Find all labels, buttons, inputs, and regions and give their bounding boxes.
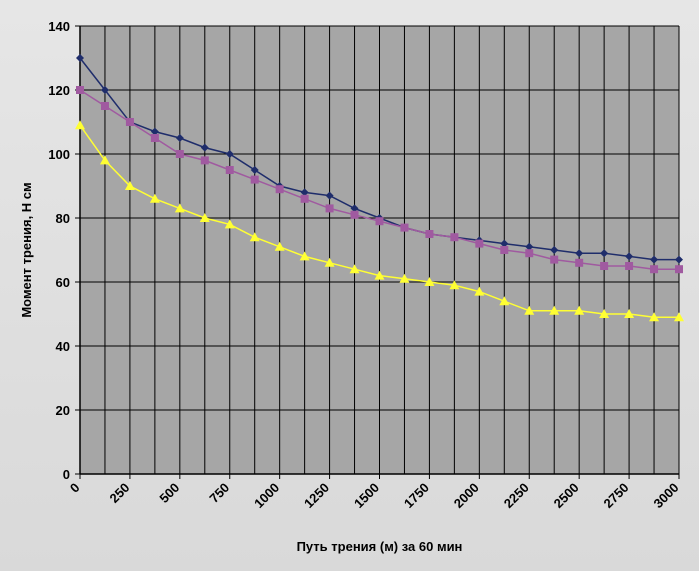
x-tick-label: 1250 xyxy=(301,480,332,511)
x-axis-title: Путь трения (м) за 60 мин xyxy=(297,539,463,554)
data-point xyxy=(325,191,334,200)
data-point xyxy=(574,305,585,315)
data-point xyxy=(149,193,160,203)
x-tick-label: 750 xyxy=(206,480,232,506)
data-point xyxy=(150,134,159,142)
data-point xyxy=(299,251,310,261)
data-point xyxy=(625,252,634,261)
data-point xyxy=(324,257,335,267)
data-point xyxy=(525,242,534,251)
data-point xyxy=(200,143,209,152)
x-tick-label: 2250 xyxy=(501,480,532,511)
x-tick-label: 250 xyxy=(107,480,133,506)
data-point xyxy=(400,223,409,232)
data-point xyxy=(300,194,309,203)
data-point xyxy=(624,309,635,318)
data-point xyxy=(75,120,85,130)
data-point xyxy=(275,185,284,194)
data-point xyxy=(250,175,259,184)
y-tick-label: 100 xyxy=(48,147,70,162)
data-point xyxy=(349,264,360,274)
y-tick-label: 20 xyxy=(56,403,70,418)
data-point xyxy=(450,233,459,242)
data-point xyxy=(674,312,684,322)
data-point xyxy=(224,219,235,229)
data-point xyxy=(425,230,434,238)
y-tick-label: 0 xyxy=(63,467,70,482)
data-point xyxy=(599,309,610,318)
data-point xyxy=(325,204,334,213)
data-point xyxy=(249,232,260,242)
data-point xyxy=(175,134,184,142)
data-point xyxy=(300,188,309,197)
data-point xyxy=(575,258,584,267)
data-point xyxy=(199,213,210,222)
data-point xyxy=(124,181,135,190)
x-tick-label: 1500 xyxy=(351,480,382,511)
series-layer xyxy=(75,54,684,322)
data-point xyxy=(100,102,109,110)
series-3 xyxy=(75,120,684,322)
y-tick-label: 140 xyxy=(48,19,70,34)
data-point xyxy=(500,246,509,254)
data-point xyxy=(600,249,609,258)
data-point xyxy=(500,239,509,248)
data-point xyxy=(374,270,385,280)
data-point xyxy=(424,277,435,286)
x-tick-label: 2500 xyxy=(551,480,582,511)
data-point xyxy=(650,265,659,274)
x-tick-label: 3000 xyxy=(650,480,681,511)
data-point xyxy=(675,265,683,274)
data-point xyxy=(549,305,560,315)
y-tick-label: 60 xyxy=(56,275,70,290)
data-point xyxy=(675,255,683,264)
x-tick-label: 1000 xyxy=(251,480,282,511)
data-point xyxy=(350,210,359,219)
data-point xyxy=(525,249,534,258)
data-point xyxy=(499,296,510,306)
data-point xyxy=(650,255,659,264)
data-point xyxy=(399,273,410,283)
data-point xyxy=(150,127,159,136)
data-point xyxy=(174,203,185,213)
x-tick-label: 2750 xyxy=(601,480,632,511)
data-point xyxy=(550,246,559,254)
x-tick-label: 500 xyxy=(156,480,182,506)
data-point xyxy=(475,239,484,248)
data-point xyxy=(600,262,609,270)
series-2 xyxy=(76,86,683,274)
data-point xyxy=(649,312,660,322)
data-point xyxy=(524,305,535,315)
data-point xyxy=(575,249,584,258)
data-point xyxy=(200,156,209,165)
data-point xyxy=(474,286,485,296)
data-point xyxy=(449,280,460,290)
data-point xyxy=(375,217,384,226)
data-point xyxy=(175,150,184,158)
x-tick-label: 0 xyxy=(67,480,83,496)
data-point xyxy=(125,118,134,126)
data-point xyxy=(274,241,285,251)
data-point xyxy=(350,204,359,213)
data-point xyxy=(99,155,110,165)
data-point xyxy=(550,255,559,264)
y-tick-label: 80 xyxy=(56,211,70,226)
data-point xyxy=(76,54,84,62)
data-point xyxy=(76,86,84,94)
data-point xyxy=(625,262,634,270)
y-tick-label: 40 xyxy=(56,339,70,354)
data-point xyxy=(250,166,259,174)
x-tick-label: 1750 xyxy=(401,480,432,511)
data-point xyxy=(100,86,109,94)
y-axis-title: Момент трения, Н см xyxy=(19,182,34,317)
y-tick-label: 120 xyxy=(48,83,70,98)
x-tick-label: 2000 xyxy=(451,480,482,511)
data-point xyxy=(225,150,234,158)
data-point xyxy=(225,166,234,174)
